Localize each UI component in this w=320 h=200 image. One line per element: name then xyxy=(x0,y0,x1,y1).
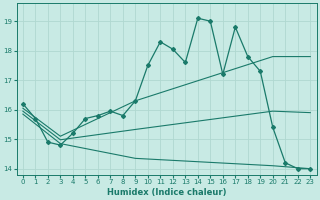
X-axis label: Humidex (Indice chaleur): Humidex (Indice chaleur) xyxy=(107,188,226,197)
